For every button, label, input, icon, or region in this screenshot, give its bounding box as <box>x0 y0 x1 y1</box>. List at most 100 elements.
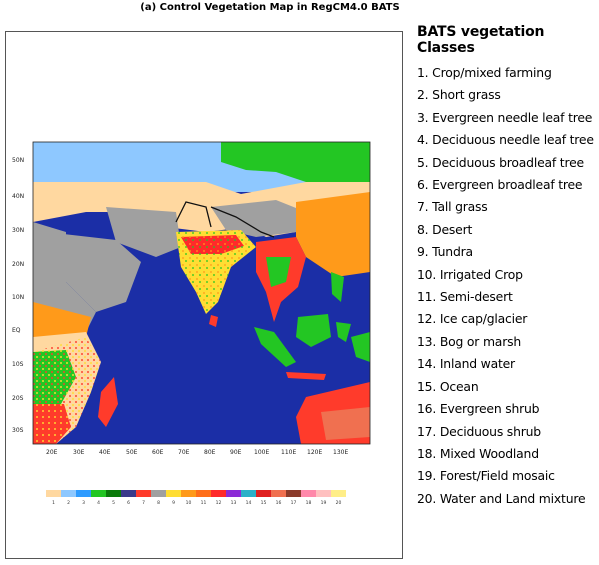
lon-label-40e: 40E <box>99 449 111 456</box>
colorbar-label-5: 5 <box>112 500 115 506</box>
lat-label-50n: 50N <box>12 157 24 164</box>
legend-item: 15. Ocean <box>417 378 479 394</box>
land-pakistan-border <box>175 201 212 228</box>
legend-item: 4. Deciduous needle leaf tree <box>417 132 594 148</box>
colorbar-label-18: 18 <box>306 500 312 506</box>
legend-item: 11. Semi-desert <box>417 289 513 305</box>
lat-label-20n: 20N <box>12 261 24 268</box>
colorbar-swatch-13 <box>226 490 241 497</box>
land-africa-speckle <box>33 337 101 444</box>
legend-list: 1. Crop/mixed farming 2. Short grass 3. … <box>417 62 599 510</box>
land-new-guinea <box>351 332 370 362</box>
colorbar-swatch-20 <box>331 490 346 497</box>
colorbar-label-3: 3 <box>82 500 85 506</box>
colorbar-swatch-5 <box>106 490 121 497</box>
colorbar-label-19: 19 <box>321 500 327 506</box>
land-africa-sahel <box>33 302 91 342</box>
colorbar-label-17: 17 <box>291 500 297 506</box>
colorbar-label-6: 6 <box>127 500 130 506</box>
legend-title: BATS vegetation Classes <box>417 24 545 56</box>
land-siberia-green <box>221 142 370 182</box>
land-sulawesi <box>336 322 351 342</box>
colorbar <box>46 490 346 497</box>
lon-label-60e: 60E <box>152 449 164 456</box>
colorbar-swatch-9 <box>166 490 181 497</box>
colorbar-swatch-12 <box>211 490 226 497</box>
lon-label-50e: 50E <box>126 449 138 456</box>
longitude-labels: 20E 30E 40E 50E 60E 70E 80E 90E 100E 110… <box>46 449 348 456</box>
lon-label-130e: 130E <box>333 449 348 456</box>
legend-item: 9. Tundra <box>417 244 473 260</box>
map-panel: 50N 40N 30N 20N 10N EQ 10S 20S 30S 20E 3… <box>5 31 403 559</box>
legend-item: 10. Irrigated Crop <box>417 266 523 282</box>
land-sri-lanka <box>209 315 218 327</box>
land-arabia <box>46 232 141 312</box>
lat-label-eq: EQ <box>12 327 21 334</box>
legend-item: 13. Bog or marsh <box>417 333 522 349</box>
land-africa-north <box>33 222 96 332</box>
lon-label-30e: 30E <box>73 449 85 456</box>
lat-label-40n: 40N <box>12 193 24 200</box>
colorbar-label-15: 15 <box>261 500 267 506</box>
legend-item: 3. Evergreen needle leaf tree <box>417 109 593 125</box>
colorbar-label-7: 7 <box>142 500 145 506</box>
colorbar-swatch-8 <box>151 490 166 497</box>
colorbar-label-4: 4 <box>97 500 100 506</box>
colorbar-swatch-3 <box>76 490 91 497</box>
lon-label-20e: 20E <box>46 449 58 456</box>
colorbar-labels: 1 2 3 4 5 6 7 8 9 10 11 12 13 14 15 16 17 18 19 20 <box>52 500 341 506</box>
colorbar-label-1: 1 <box>52 500 55 506</box>
colorbar-swatch-16 <box>271 490 286 497</box>
colorbar-swatch-11 <box>196 490 211 497</box>
legend-item: 2. Short grass <box>417 87 501 103</box>
land-himalaya-border <box>210 206 275 238</box>
colorbar-swatch-19 <box>316 490 331 497</box>
land-sumatra <box>254 327 296 367</box>
land-philippines <box>331 272 344 302</box>
colorbar-swatch-10 <box>181 490 196 497</box>
lon-label-70e: 70E <box>178 449 190 456</box>
colorbar-label-11: 11 <box>201 500 207 506</box>
land-indochina-green <box>266 257 291 287</box>
legend-item: 20. Water and Land mixture <box>417 490 586 506</box>
colorbar-label-8: 8 <box>157 500 160 506</box>
land-australia-desert <box>321 407 370 440</box>
colorbar-swatch-1 <box>46 490 61 497</box>
lat-label-20s: 20S <box>12 395 24 402</box>
legend-item: 12. Ice cap/glacier <box>417 311 528 327</box>
lat-label-30n: 30N <box>12 227 24 234</box>
map-plot-border <box>32 141 371 445</box>
land-tibet <box>211 200 306 237</box>
land-india-speckle <box>176 230 256 314</box>
colorbar-swatch-17 <box>286 490 301 497</box>
legend-item: 18. Mixed Woodland <box>417 445 539 461</box>
lon-label-120e: 120E <box>307 449 322 456</box>
colorbar-label-10: 10 <box>186 500 192 506</box>
latitude-labels: 50N 40N 30N 20N 10N EQ 10S 20S 30S <box>12 157 24 434</box>
legend-item: 5. Deciduous broadleaf tree <box>417 154 584 170</box>
colorbar-swatch-7 <box>136 490 151 497</box>
land-java <box>286 372 326 380</box>
land-madagascar <box>98 377 118 427</box>
lon-label-80e: 80E <box>204 449 216 456</box>
lat-label-10n: 10N <box>12 294 24 301</box>
map-title: (a) Control Vegetation Map in RegCM4.0 B… <box>140 2 400 13</box>
colorbar-swatch-14 <box>241 490 256 497</box>
legend-item: 7. Tall grass <box>417 199 488 215</box>
colorbar-label-2: 2 <box>67 500 70 506</box>
vegetation-map: 50N 40N 30N 20N 10N EQ 10S 20S 30S 20E 3… <box>12 141 371 506</box>
legend-item: 14. Inland water <box>417 356 515 372</box>
lat-label-10s: 10S <box>12 361 24 368</box>
colorbar-label-9: 9 <box>172 500 175 506</box>
lon-label-110e: 110E <box>281 449 296 456</box>
colorbar-swatch-2 <box>61 490 76 497</box>
lon-label-100e: 100E <box>254 449 269 456</box>
colorbar-label-16: 16 <box>276 500 282 506</box>
land-iran <box>106 207 181 257</box>
colorbar-swatch-4 <box>91 490 106 497</box>
legend-item: 17. Deciduous shrub <box>417 423 541 439</box>
colorbar-swatch-6 <box>121 490 136 497</box>
legend-item: 8. Desert <box>417 221 473 237</box>
legend-item: 6. Evergreen broadleaf tree <box>417 177 583 193</box>
land-borneo <box>296 314 331 347</box>
